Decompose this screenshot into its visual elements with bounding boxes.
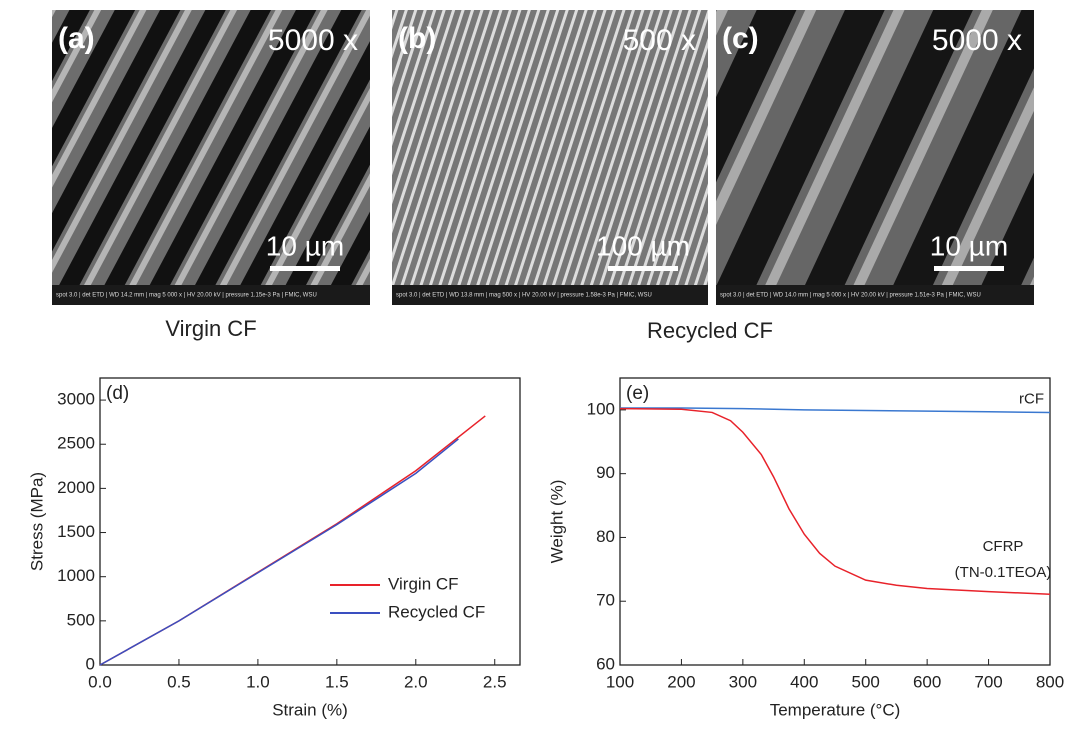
info-bar-text: spot 3.0 | det ETD | WD 14.2 mm | mag 5 … [56, 293, 317, 299]
plot-frame [620, 378, 1050, 665]
plot-frame [100, 378, 520, 665]
annotation: (TN-0.1TEOA) [955, 564, 1052, 581]
series-line [100, 439, 458, 665]
series-line [100, 416, 485, 665]
scale-bar-label: 10 µm [266, 230, 344, 261]
x-tick-label: 2.5 [483, 672, 507, 691]
series-label: CFRP [983, 538, 1024, 555]
y-tick-label: 3000 [57, 390, 95, 409]
info-bar-text: spot 3.0 | det ETD | WD 14.0 mm | mag 5 … [720, 293, 981, 299]
panel-label: (b) [398, 22, 436, 55]
y-tick-label: 90 [596, 463, 615, 482]
y-axis-title: Weight (%) [547, 480, 566, 564]
x-axis-title: Temperature (°C) [770, 700, 901, 719]
x-tick-label: 0.0 [88, 672, 112, 691]
legend-label: Recycled CF [388, 602, 485, 621]
caption: Recycled CF [647, 318, 773, 343]
x-tick-label: 100 [606, 672, 634, 691]
scale-bar-label: 10 µm [930, 230, 1008, 261]
panel-label: (d) [106, 383, 129, 404]
x-tick-label: 300 [729, 672, 757, 691]
figure: spot 3.0 | det ETD | WD 14.2 mm | mag 5 … [0, 0, 1070, 724]
x-tick-label: 1.5 [325, 672, 349, 691]
x-tick-label: 2.0 [404, 672, 428, 691]
x-tick-label: 400 [790, 672, 818, 691]
x-tick-label: 600 [913, 672, 941, 691]
caption: Virgin CF [165, 316, 256, 341]
y-tick-label: 500 [67, 610, 95, 629]
y-tick-label: 80 [596, 527, 615, 546]
legend-label: Virgin CF [388, 574, 459, 593]
magnification: 500 x [623, 24, 696, 57]
scale-bar [608, 266, 678, 271]
magnification: 5000 x [932, 24, 1022, 57]
panel-label: (a) [58, 22, 95, 55]
series-label: rCF [1019, 390, 1044, 407]
y-tick-label: 2500 [57, 434, 95, 453]
scale-bar-label: 100 µm [596, 230, 690, 261]
y-tick-label: 60 [596, 654, 615, 673]
x-tick-label: 800 [1036, 672, 1064, 691]
panel-label: (e) [626, 383, 649, 404]
scale-bar [934, 266, 1004, 271]
x-tick-label: 200 [667, 672, 695, 691]
y-tick-label: 0 [86, 654, 95, 673]
scale-bar [270, 266, 340, 271]
x-tick-label: 700 [974, 672, 1002, 691]
x-tick-label: 0.5 [167, 672, 191, 691]
y-tick-label: 1000 [57, 566, 95, 585]
x-tick-label: 500 [852, 672, 880, 691]
x-tick-label: 1.0 [246, 672, 270, 691]
y-axis-title: Stress (MPa) [27, 472, 46, 571]
y-tick-label: 1500 [57, 522, 95, 541]
y-tick-label: 100 [587, 399, 615, 418]
x-axis-title: Strain (%) [272, 700, 348, 719]
y-tick-label: 70 [596, 591, 615, 610]
magnification: 5000 x [268, 24, 358, 57]
panel-label: (c) [722, 22, 759, 55]
info-bar-text: spot 3.0 | det ETD | WD 13.8 mm | mag 50… [396, 293, 652, 299]
y-tick-label: 2000 [57, 478, 95, 497]
